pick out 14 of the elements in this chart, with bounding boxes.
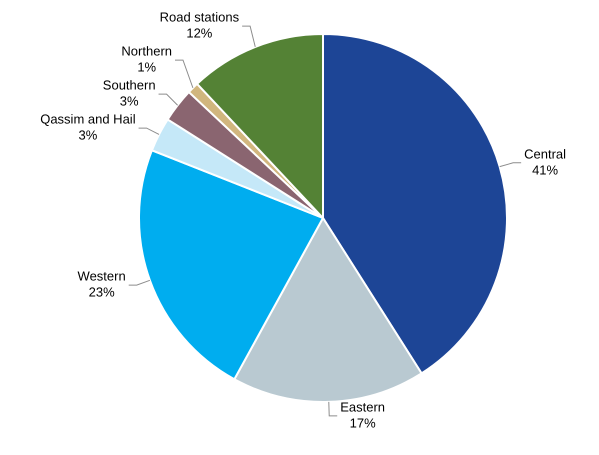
slice-label: Road stations (160, 10, 240, 25)
slice-label: Southern (102, 78, 156, 93)
data-label: 12% (186, 26, 213, 41)
slice-label: Northern (121, 44, 172, 59)
slice-label: Western (78, 268, 126, 284)
data-label: 1% (137, 60, 157, 75)
data-label: 41% (532, 162, 559, 178)
slice-label: Central (524, 146, 566, 162)
data-label: 17% (350, 415, 376, 430)
data-label: 23% (88, 284, 116, 300)
data-label: 3% (78, 128, 98, 143)
slice-label: Eastern (340, 399, 386, 414)
data-label: 3% (120, 94, 139, 109)
slice-label: Qassim and Hail (40, 112, 136, 127)
